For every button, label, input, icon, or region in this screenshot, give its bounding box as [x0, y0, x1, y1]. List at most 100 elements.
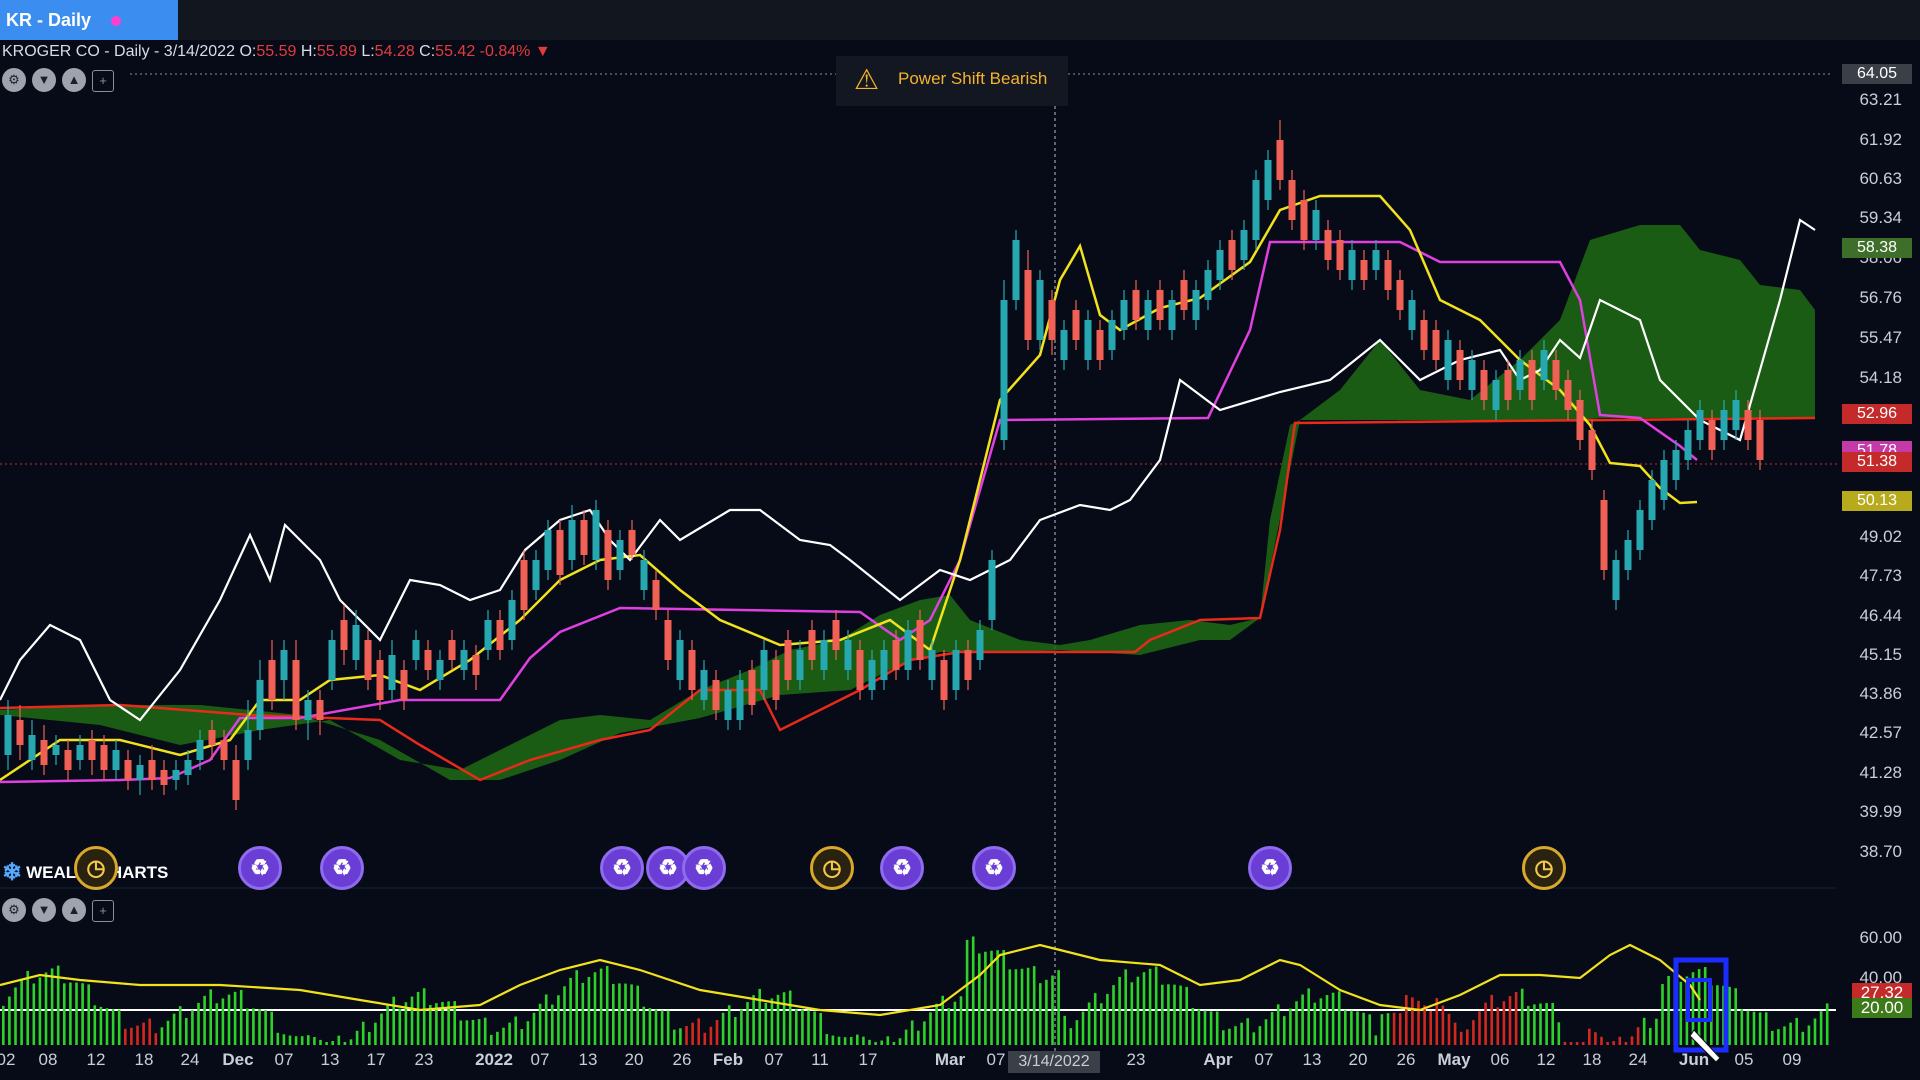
volume-bar	[1270, 1011, 1274, 1045]
bar-date: 3/14/2022	[163, 43, 235, 60]
volume-bar	[166, 1020, 170, 1045]
candle-body	[1312, 210, 1320, 240]
volume-bar	[1154, 966, 1158, 1045]
volume-bar	[416, 991, 420, 1045]
candle-body	[1480, 370, 1488, 400]
candle-body	[1156, 290, 1164, 320]
candle-body	[964, 650, 972, 680]
earnings-event-icon[interactable]: ♻	[682, 846, 726, 890]
volume-bar	[685, 1025, 688, 1045]
date-axis-label: 17	[858, 1050, 878, 1069]
volume-bar	[1209, 1011, 1213, 1045]
candle-body	[700, 670, 708, 700]
volume-bar	[746, 1002, 749, 1045]
collapse-icon[interactable]: ▼	[32, 68, 56, 92]
expand-icon[interactable]: ▲	[62, 898, 86, 922]
clock-event-icon[interactable]: ◷	[810, 846, 854, 890]
volume-bar	[1716, 985, 1719, 1045]
volume-bar	[1472, 1020, 1475, 1045]
volume-bar	[679, 1028, 682, 1045]
earnings-event-icon[interactable]: ♻	[1248, 846, 1292, 890]
volume-bar	[1008, 969, 1012, 1045]
date-axis-label: 07	[1254, 1050, 1274, 1069]
candle-body	[64, 750, 72, 770]
volume-bar	[935, 1003, 938, 1045]
volume-bar	[825, 1034, 829, 1045]
volume-bar	[209, 989, 212, 1045]
candle-body	[1192, 290, 1200, 320]
volume-bar	[331, 1040, 334, 1045]
volume-bar	[1124, 969, 1127, 1045]
volume-bar	[1130, 982, 1134, 1045]
volume-bar	[1234, 1026, 1237, 1045]
candle-body	[1276, 140, 1284, 180]
volume-bar	[770, 998, 774, 1045]
volume-bar	[874, 1042, 877, 1045]
date-axis-label: 07	[274, 1050, 294, 1069]
volume-bar	[673, 1029, 676, 1045]
add-pane-icon[interactable]: +	[92, 900, 114, 922]
collapse-icon[interactable]: ▼	[32, 898, 56, 922]
earnings-event-icon[interactable]: ♻	[320, 846, 364, 890]
volume-bar	[1630, 1036, 1634, 1045]
volume-bar	[1106, 994, 1109, 1045]
candle-body	[796, 650, 804, 680]
volume-bar	[337, 1035, 341, 1045]
add-pane-icon[interactable]: +	[92, 70, 114, 92]
volume-bar	[178, 1006, 182, 1045]
date-axis-label: May	[1437, 1050, 1471, 1069]
clock-event-icon[interactable]: ◷	[74, 846, 118, 890]
volume-bar	[1594, 1032, 1597, 1045]
volume-bar	[1746, 1010, 1750, 1045]
candle-body	[904, 630, 912, 670]
candle-body	[220, 740, 228, 760]
candle-body	[1636, 510, 1644, 550]
date-axis-label: 02	[0, 1050, 16, 1069]
price-axis-label: 41.28	[1859, 763, 1902, 782]
candle-body	[568, 520, 576, 560]
volume-bar	[69, 982, 72, 1045]
volume-bar	[1520, 988, 1524, 1045]
chart-tab[interactable]: KR - Daily	[0, 0, 178, 40]
volume-bar	[1032, 966, 1036, 1045]
price-axis-label: 39.99	[1859, 802, 1902, 821]
volume-bar	[782, 992, 786, 1045]
volume-bar	[1478, 1011, 1481, 1045]
volume-bar	[392, 996, 395, 1045]
volume-bar	[325, 1042, 328, 1045]
earnings-event-icon[interactable]: ♻	[880, 846, 924, 890]
candle-body	[712, 680, 720, 710]
volume-bar	[709, 1026, 713, 1045]
earnings-event-icon[interactable]: ♻	[238, 846, 282, 890]
volume-bar	[1825, 1003, 1829, 1045]
close-label: C:	[419, 43, 436, 60]
volume-bar	[1557, 1022, 1561, 1045]
earnings-event-icon[interactable]: ♻	[600, 846, 644, 890]
candle-body	[256, 680, 264, 730]
earnings-event-icon[interactable]: ♻	[972, 846, 1016, 890]
volume-bar	[56, 965, 60, 1045]
expand-icon[interactable]: ▲	[62, 68, 86, 92]
crosshair-date: 3/14/2022	[1008, 1051, 1100, 1073]
settings-icon[interactable]: ⚙	[2, 68, 26, 92]
clock-event-icon[interactable]: ◷	[1522, 846, 1566, 890]
volume-bar	[32, 983, 36, 1045]
candle-body	[232, 760, 240, 800]
volume-bar	[1142, 972, 1146, 1045]
volume-bar	[319, 1039, 322, 1045]
volume-bar	[1655, 1018, 1658, 1045]
volume-bar	[276, 1032, 280, 1045]
volume-bar	[904, 1029, 908, 1045]
power-shift-alert[interactable]: ⚠ Power Shift Bearish	[836, 56, 1068, 106]
candle-body	[244, 730, 252, 760]
price-axis-label: 38.70	[1859, 842, 1902, 861]
low-value: 54.28	[374, 43, 415, 60]
logo-icon: ❄	[2, 859, 23, 886]
settings-icon[interactable]: ⚙	[2, 898, 26, 922]
volume-bar	[2, 1005, 5, 1045]
candle-body	[988, 560, 996, 620]
volume-bar	[1581, 1042, 1585, 1045]
candle-body	[1756, 420, 1764, 460]
candle-body	[412, 640, 420, 660]
